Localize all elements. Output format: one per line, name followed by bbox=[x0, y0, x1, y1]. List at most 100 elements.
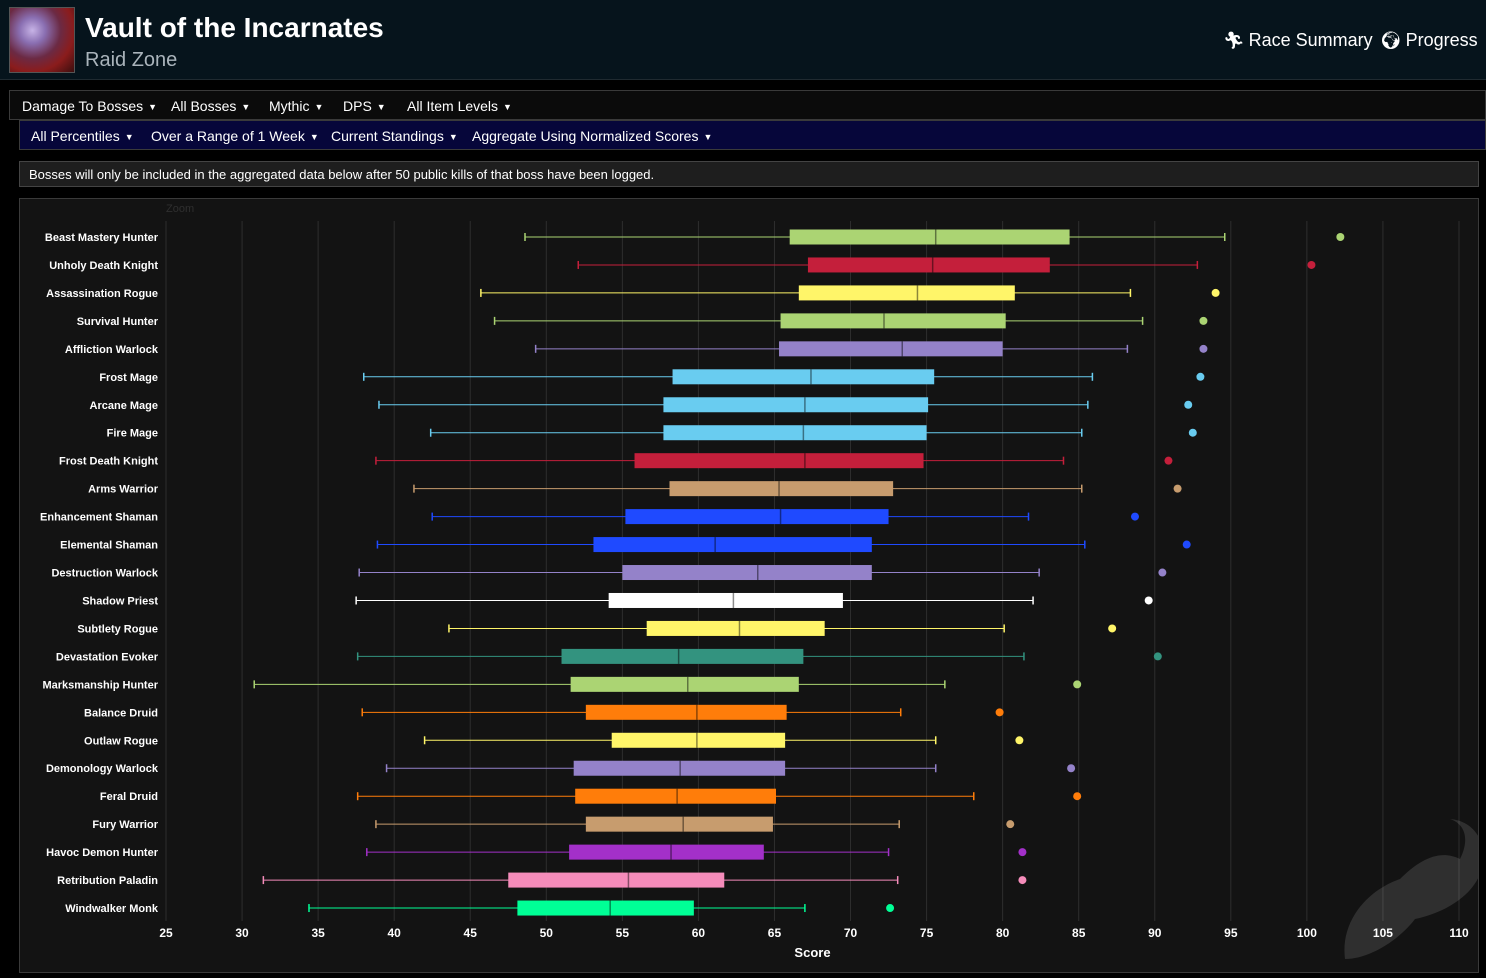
y-category-label: Survival Hunter bbox=[77, 316, 159, 328]
iqr-box[interactable] bbox=[508, 872, 725, 888]
zoom-label[interactable]: Zoom bbox=[166, 203, 195, 215]
x-tick-label: 75 bbox=[920, 926, 934, 940]
filter-item-level-dropdown[interactable]: All Item Levels ▼ bbox=[407, 98, 512, 114]
outlier-point[interactable] bbox=[1158, 568, 1167, 577]
x-tick-label: 110 bbox=[1449, 926, 1469, 940]
filter-range-dropdown[interactable]: Over a Range of 1 Week ▼ bbox=[151, 128, 319, 144]
outlier-point[interactable] bbox=[1184, 400, 1193, 409]
x-tick-label: 45 bbox=[464, 926, 478, 940]
y-category-label: Assassination Rogue bbox=[46, 288, 158, 300]
watermark-shape bbox=[1344, 819, 1478, 959]
x-tick-label: 65 bbox=[768, 926, 782, 940]
iqr-box[interactable] bbox=[779, 341, 1003, 357]
progress-link[interactable]: 🌍︎ Progress bbox=[1380, 30, 1478, 51]
y-category-label: Fire Mage bbox=[107, 428, 158, 440]
iqr-box[interactable] bbox=[663, 425, 927, 441]
x-tick-label: 40 bbox=[387, 926, 401, 940]
chart-panel: Zoom 25 30 35 40 45 50 55 60 65 70 75 80 85 90 95 100 10… bbox=[19, 198, 1479, 973]
outlier-point[interactable] bbox=[1153, 652, 1162, 661]
y-category-label: Marksmanship Hunter bbox=[42, 679, 158, 691]
outlier-point[interactable] bbox=[1173, 484, 1182, 493]
iqr-box[interactable] bbox=[646, 620, 825, 636]
filter-label: Over a Range of 1 Week bbox=[151, 128, 305, 144]
filter-label: Mythic bbox=[269, 98, 310, 114]
race-summary-link[interactable]: 🏃︎ Race Summary bbox=[1223, 30, 1373, 51]
y-category-label: Subtlety Rogue bbox=[77, 623, 158, 635]
outlier-point[interactable] bbox=[1073, 680, 1082, 689]
iqr-box[interactable] bbox=[573, 760, 786, 776]
outlier-point[interactable] bbox=[1199, 344, 1208, 353]
filter-standings-dropdown[interactable]: Current Standings ▼ bbox=[331, 128, 458, 144]
iqr-box[interactable] bbox=[669, 481, 894, 497]
iqr-box[interactable] bbox=[585, 816, 773, 832]
filter-metric-dropdown[interactable]: Damage To Bosses ▼ bbox=[22, 98, 157, 114]
y-category-label: Retribution Paladin bbox=[57, 875, 158, 887]
outlier-point[interactable] bbox=[1307, 260, 1316, 269]
filter-role-dropdown[interactable]: DPS ▼ bbox=[343, 98, 386, 114]
outlier-point[interactable] bbox=[1144, 596, 1153, 605]
y-category-label: Enhancement Shaman bbox=[40, 512, 158, 524]
outlier-point[interactable] bbox=[1164, 456, 1173, 465]
iqr-box[interactable] bbox=[608, 592, 843, 608]
iqr-box[interactable] bbox=[622, 565, 872, 581]
outlier-point[interactable] bbox=[1188, 428, 1197, 437]
iqr-box[interactable] bbox=[570, 676, 799, 692]
iqr-box[interactable] bbox=[672, 369, 935, 385]
y-category-label: Unholy Death Knight bbox=[49, 260, 158, 272]
iqr-box[interactable] bbox=[569, 844, 764, 860]
outlier-point[interactable] bbox=[1211, 288, 1220, 297]
iqr-box[interactable] bbox=[593, 537, 872, 553]
iqr-box[interactable] bbox=[807, 257, 1050, 273]
x-tick-label: 55 bbox=[616, 926, 630, 940]
outlier-point[interactable] bbox=[1018, 876, 1027, 885]
outlier-point[interactable] bbox=[1015, 736, 1024, 745]
iqr-box[interactable] bbox=[780, 313, 1006, 329]
zone-icon bbox=[9, 7, 75, 73]
iqr-box[interactable] bbox=[625, 509, 889, 525]
outlier-point[interactable] bbox=[1196, 372, 1205, 381]
x-tick-label: 60 bbox=[692, 926, 706, 940]
outlier-point[interactable] bbox=[1073, 792, 1082, 801]
iqr-box[interactable] bbox=[561, 648, 804, 664]
y-category-label: Elemental Shaman bbox=[60, 540, 158, 552]
outlier-point[interactable] bbox=[1182, 540, 1191, 549]
y-category-label: Feral Druid bbox=[100, 791, 158, 803]
iqr-box[interactable] bbox=[575, 788, 776, 804]
outlier-point[interactable] bbox=[1130, 512, 1139, 521]
iqr-box[interactable] bbox=[517, 900, 694, 916]
y-category-label: Shadow Priest bbox=[82, 595, 158, 607]
outlier-point[interactable] bbox=[1018, 848, 1027, 857]
filter-label: All Bosses bbox=[171, 98, 237, 114]
iqr-box[interactable] bbox=[798, 285, 1015, 301]
boxplot-chart: 25 30 35 40 45 50 55 60 65 70 75 80 85 90 95 100 105 110 S… bbox=[40, 221, 1478, 960]
y-category-label: Beast Mastery Hunter bbox=[45, 232, 159, 244]
iqr-box[interactable] bbox=[611, 732, 786, 748]
filter-percentile-dropdown[interactable]: All Percentiles ▼ bbox=[31, 128, 134, 144]
x-tick-label: 80 bbox=[996, 926, 1010, 940]
outlier-point[interactable] bbox=[1067, 764, 1076, 773]
outlier-point[interactable] bbox=[1108, 624, 1117, 633]
caret-down-icon: ▼ bbox=[241, 102, 251, 112]
iqr-box[interactable] bbox=[585, 704, 787, 720]
outlier-point[interactable] bbox=[1006, 820, 1015, 829]
filter-aggregate-dropdown[interactable]: Aggregate Using Normalized Scores ▼ bbox=[472, 128, 712, 144]
filter-difficulty-dropdown[interactable]: Mythic ▼ bbox=[269, 98, 323, 114]
x-tick-label: 105 bbox=[1373, 926, 1393, 940]
outlier-point[interactable] bbox=[1336, 233, 1345, 241]
iqr-box[interactable] bbox=[789, 229, 1070, 245]
x-tick-label: 95 bbox=[1224, 926, 1238, 940]
caret-down-icon: ▼ bbox=[448, 132, 458, 142]
iqr-box[interactable] bbox=[634, 453, 924, 469]
outlier-point[interactable] bbox=[886, 904, 895, 913]
outlier-point[interactable] bbox=[995, 708, 1004, 717]
x-tick-label: 90 bbox=[1148, 926, 1162, 940]
outlier-point[interactable] bbox=[1199, 316, 1208, 325]
race-summary-label: Race Summary bbox=[1248, 30, 1373, 50]
x-tick-label: 25 bbox=[159, 926, 173, 940]
iqr-box[interactable] bbox=[663, 397, 929, 413]
filter-bosses-dropdown[interactable]: All Bosses ▼ bbox=[171, 98, 250, 114]
page-title: Vault of the Incarnates bbox=[85, 12, 384, 43]
y-category-label: Affliction Warlock bbox=[65, 344, 159, 356]
filter-label: Aggregate Using Normalized Scores bbox=[472, 128, 699, 144]
y-category-label: Arms Warrior bbox=[88, 484, 159, 496]
